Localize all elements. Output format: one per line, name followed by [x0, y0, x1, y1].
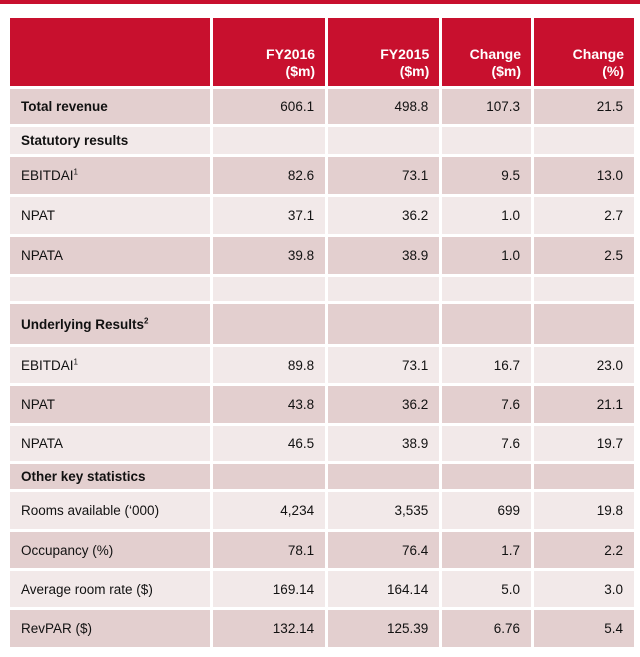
header-cell-fy2015: FY2015 ($m) [328, 18, 440, 86]
header-cell-change-pct: Change (%) [534, 18, 634, 86]
cell-fy2016: 132.14 [212, 607, 326, 647]
cell-fy2015: 164.14 [328, 568, 440, 607]
header-cell-fy2016: FY2016 ($m) [212, 18, 326, 86]
section-row: Other key statistics [10, 461, 634, 489]
table-row: NPATA 46.5 38.9 7.6 19.7 [10, 423, 634, 461]
cell-change-pct: 13.0 [534, 154, 634, 194]
cell-fy2015: 125.39 [328, 607, 440, 647]
section-label: Underlying Results2 [10, 301, 210, 344]
cell-change-pct: 19.7 [534, 423, 634, 461]
section-label: Statutory results [10, 124, 210, 154]
top-accent-line [0, 0, 640, 4]
row-label: EBITDAI1 [10, 344, 210, 383]
table-row: Total revenue 606.1 498.8 107.3 21.5 [10, 86, 634, 124]
cell-fy2016: 43.8 [212, 383, 326, 423]
cell-change-pct: 2.5 [534, 234, 634, 274]
row-label: NPATA [10, 234, 210, 274]
cell-fy2016: 78.1 [212, 529, 326, 568]
cell-fy2015: 498.8 [328, 86, 440, 124]
cell-change-m: 16.7 [442, 344, 531, 383]
table-row: NPAT 37.1 36.2 1.0 2.7 [10, 194, 634, 234]
spacer-row [10, 274, 634, 301]
table-row: EBITDAI1 89.8 73.1 16.7 23.0 [10, 344, 634, 383]
row-label: Total revenue [10, 86, 210, 124]
table-row: Rooms available (‘000) 4,234 3,535 699 1… [10, 489, 634, 529]
cell-change-m: 5.0 [442, 568, 531, 607]
cell-change-m: 9.5 [442, 154, 531, 194]
cell-fy2016: 39.8 [212, 234, 326, 274]
cell-fy2015: 76.4 [328, 529, 440, 568]
row-label: Occupancy (%) [10, 529, 210, 568]
cell-fy2016: 606.1 [212, 86, 326, 124]
cell-fy2015: 73.1 [328, 154, 440, 194]
cell-fy2015: 3,535 [328, 489, 440, 529]
cell-fy2016: 37.1 [212, 194, 326, 234]
table-row: NPAT 43.8 36.2 7.6 21.1 [10, 383, 634, 423]
section-row: Statutory results [10, 124, 634, 154]
row-label: EBITDAI1 [10, 154, 210, 194]
table-row: EBITDAI1 82.6 73.1 9.5 13.0 [10, 154, 634, 194]
cell-change-pct: 23.0 [534, 344, 634, 383]
cell-change-pct: 3.0 [534, 568, 634, 607]
row-label: Rooms available (‘000) [10, 489, 210, 529]
table-header-row: FY2016 ($m) FY2015 ($m) Change ($m) Change(… [10, 18, 634, 86]
cell-change-pct: 2.7 [534, 194, 634, 234]
row-label: NPAT [10, 194, 210, 234]
cell-change-m: 699 [442, 489, 531, 529]
cell-fy2016: 4,234 [212, 489, 326, 529]
table-row: Occupancy (%) 78.1 76.4 1.7 2.2 [10, 529, 634, 568]
cell-change-pct: 19.8 [534, 489, 634, 529]
cell-fy2015: 36.2 [328, 383, 440, 423]
cell-fy2016: 169.14 [212, 568, 326, 607]
cell-change-m: 107.3 [442, 86, 531, 124]
cell-fy2015: 38.9 [328, 423, 440, 461]
cell-change-m: 1.7 [442, 529, 531, 568]
cell-change-m: 7.6 [442, 383, 531, 423]
table-row: RevPAR ($) 132.14 125.39 6.76 5.4 [10, 607, 634, 647]
cell-change-m: 1.0 [442, 194, 531, 234]
cell-fy2016: 46.5 [212, 423, 326, 461]
cell-change-pct: 21.1 [534, 383, 634, 423]
cell-fy2015: 73.1 [328, 344, 440, 383]
header-cell-blank [10, 18, 210, 86]
section-row: Underlying Results2 [10, 301, 634, 344]
cell-change-pct: 21.5 [534, 86, 634, 124]
cell-fy2015: 38.9 [328, 234, 440, 274]
header-cell-change-m: Change ($m) [442, 18, 531, 86]
table-row: Average room rate ($) 169.14 164.14 5.0 … [10, 568, 634, 607]
cell-change-m: 7.6 [442, 423, 531, 461]
cell-fy2015: 36.2 [328, 194, 440, 234]
cell-change-pct: 5.4 [534, 607, 634, 647]
table-row: NPATA 39.8 38.9 1.0 2.5 [10, 234, 634, 274]
section-label: Other key statistics [10, 461, 210, 489]
row-label: NPAT [10, 383, 210, 423]
row-label: NPATA [10, 423, 210, 461]
cell-change-m: 1.0 [442, 234, 531, 274]
row-label: RevPAR ($) [10, 607, 210, 647]
financial-results-table: FY2016 ($m) FY2015 ($m) Change ($m) Change(… [7, 18, 637, 647]
cell-change-pct: 2.2 [534, 529, 634, 568]
cell-change-m: 6.76 [442, 607, 531, 647]
cell-fy2016: 89.8 [212, 344, 326, 383]
row-label: Average room rate ($) [10, 568, 210, 607]
cell-fy2016: 82.6 [212, 154, 326, 194]
